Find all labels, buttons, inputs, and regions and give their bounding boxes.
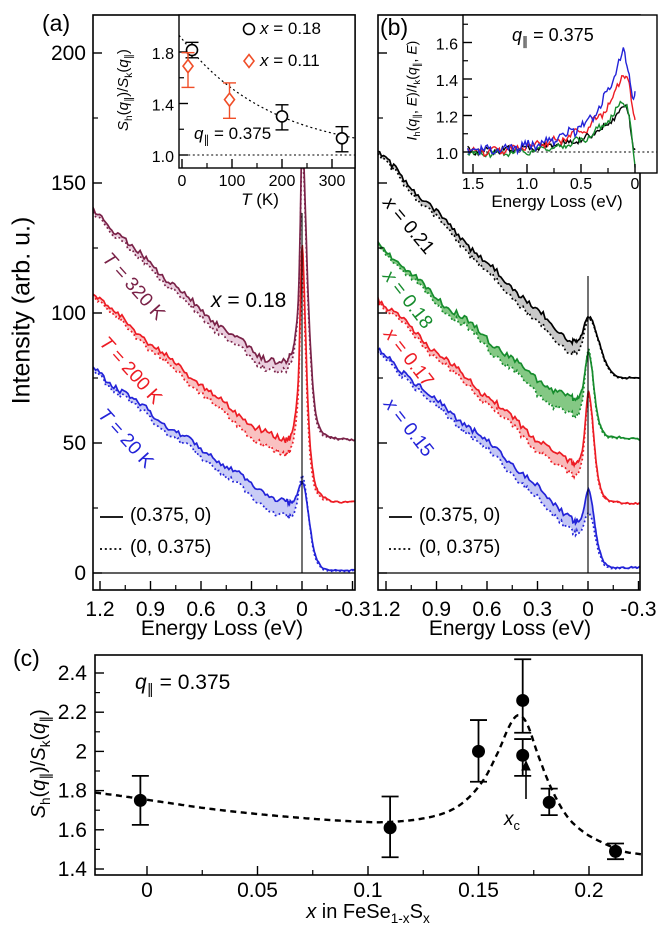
filled-circle-marker — [542, 795, 556, 809]
panel_b: 1.2 0.9 0.6 0.3 0 -0.3 — [371, 14, 657, 621]
frame — [94, 654, 643, 876]
x-tick-label: 1.2 — [85, 598, 114, 621]
x-tick-label: 0.3 — [523, 598, 552, 621]
x-tick-label: 0.3 — [237, 598, 266, 621]
inset-background — [463, 15, 657, 173]
x021-solid-curve — [378, 150, 640, 380]
inset_a: 0 100 200 300 1.0 1.4 1.8 — [152, 14, 357, 190]
panel_c: 0 0.05 0.1 0.15 0.2 1.4 1.6 1.8 2 2.2 2.4 — [58, 654, 643, 902]
filled-circle-marker — [472, 744, 485, 758]
y-tick-label: 1.6 — [58, 819, 87, 842]
y-tick-label: 2.2 — [58, 701, 87, 724]
inset_b: 1.5 1.0 0.5 01.01.21.41.6 — [436, 14, 658, 193]
y-tick-label: 1.4 — [58, 858, 88, 881]
y-tick-label: 150 — [51, 172, 86, 195]
y-tick-label: 1.8 — [58, 780, 87, 803]
x018-band — [378, 241, 640, 441]
T320K-solid-curve — [93, 121, 355, 442]
x-tick-label: 0.05 — [237, 879, 278, 902]
xc-arrow-head — [521, 760, 531, 771]
x015-solid-curve — [378, 347, 640, 570]
inset_b-curves — [463, 47, 657, 168]
x-tick-label: 0.9 — [422, 598, 451, 621]
open-circle-marker — [275, 110, 289, 123]
x-tick-label: 1.2 — [371, 598, 400, 621]
ratio-x017-curve — [467, 75, 636, 158]
T20K-solid-curve — [93, 366, 355, 572]
open-circle-marker — [242, 22, 256, 36]
x018-solid-curve — [378, 240, 640, 441]
x-tick-label: 0 — [178, 173, 187, 190]
open-diamond-marker — [181, 58, 195, 74]
open-diamond-marker — [223, 91, 236, 108]
panel_a: 1.2 0.9 0.6 0.3 0 -0.3 0 50 100 150 200 — [51, 14, 371, 621]
x-tick-label: 0.2 — [574, 879, 603, 902]
x-tick-label: 0 — [141, 879, 153, 902]
filled-circle-marker — [516, 748, 530, 762]
y-tick-label: 1.8 — [152, 46, 174, 63]
y-tick-label: 100 — [51, 302, 86, 325]
x-tick-label: 1.0 — [516, 176, 538, 193]
x-tick-label: 0 — [296, 598, 308, 621]
x-tick-label: -0.3 — [620, 598, 656, 621]
y-tick-label: 1.0 — [436, 146, 458, 163]
x-tick-label: 300 — [319, 173, 346, 190]
ratio-x015-curve — [466, 47, 636, 156]
x-tick-label: 0.9 — [136, 598, 165, 621]
panel_a-curves — [93, 121, 355, 574]
filled-circle-marker — [133, 793, 147, 807]
x-tick-label: 0.15 — [458, 879, 499, 902]
x-tick-label: 0.6 — [472, 598, 501, 621]
y-tick-label: 200 — [51, 42, 86, 65]
x-tick-label: 0 — [582, 598, 594, 621]
x-tick-label: 100 — [219, 173, 246, 190]
x-tick-label: 200 — [269, 173, 296, 190]
frame — [178, 14, 356, 169]
x018-dotted-curve — [378, 243, 640, 441]
T200K-dotted-curve — [93, 268, 355, 504]
open-circle-marker — [335, 131, 349, 145]
y-tick-label: 2.4 — [58, 662, 88, 685]
y-tick-label: 1.2 — [436, 110, 458, 127]
T20K-band — [93, 367, 355, 572]
y-tick-label: 1.0 — [152, 149, 174, 166]
y-tick-label: 1.4 — [152, 98, 174, 115]
x-tick-label: 0.5 — [570, 176, 592, 193]
y-tick-label: 1.6 — [436, 37, 458, 54]
x-tick-label: 0 — [631, 176, 640, 193]
phase-fit-dotted — [94, 713, 642, 856]
decay-fit-dotted — [178, 34, 357, 139]
x021-dotted-curve — [378, 153, 640, 380]
x-tick-label: -0.3 — [334, 598, 370, 621]
inset-background — [179, 15, 355, 168]
T320K-band — [93, 121, 355, 441]
x-tick-label: 0.1 — [353, 879, 382, 902]
filled-circle-marker — [383, 821, 397, 835]
panel_b-curves — [378, 150, 640, 574]
filled-circle-marker — [609, 844, 623, 858]
x015-dotted-curve — [378, 350, 640, 570]
y-tick-label: 2 — [75, 740, 87, 763]
y-tick-label: 0 — [74, 562, 86, 585]
x021-band — [378, 151, 640, 379]
T200K-solid-curve — [93, 245, 355, 504]
x-tick-label: 0.6 — [186, 598, 215, 621]
x017-dotted-curve — [378, 298, 640, 506]
x017-band — [378, 297, 640, 505]
y-tick-label: 1.4 — [436, 73, 458, 90]
frame — [462, 14, 658, 174]
filled-circle-marker — [516, 693, 530, 707]
x017-solid-curve — [378, 296, 640, 505]
y-tick-label: 50 — [63, 432, 86, 455]
x015-band — [378, 348, 640, 569]
x-tick-label: 1.5 — [462, 176, 484, 193]
open-diamond-marker — [242, 53, 256, 69]
